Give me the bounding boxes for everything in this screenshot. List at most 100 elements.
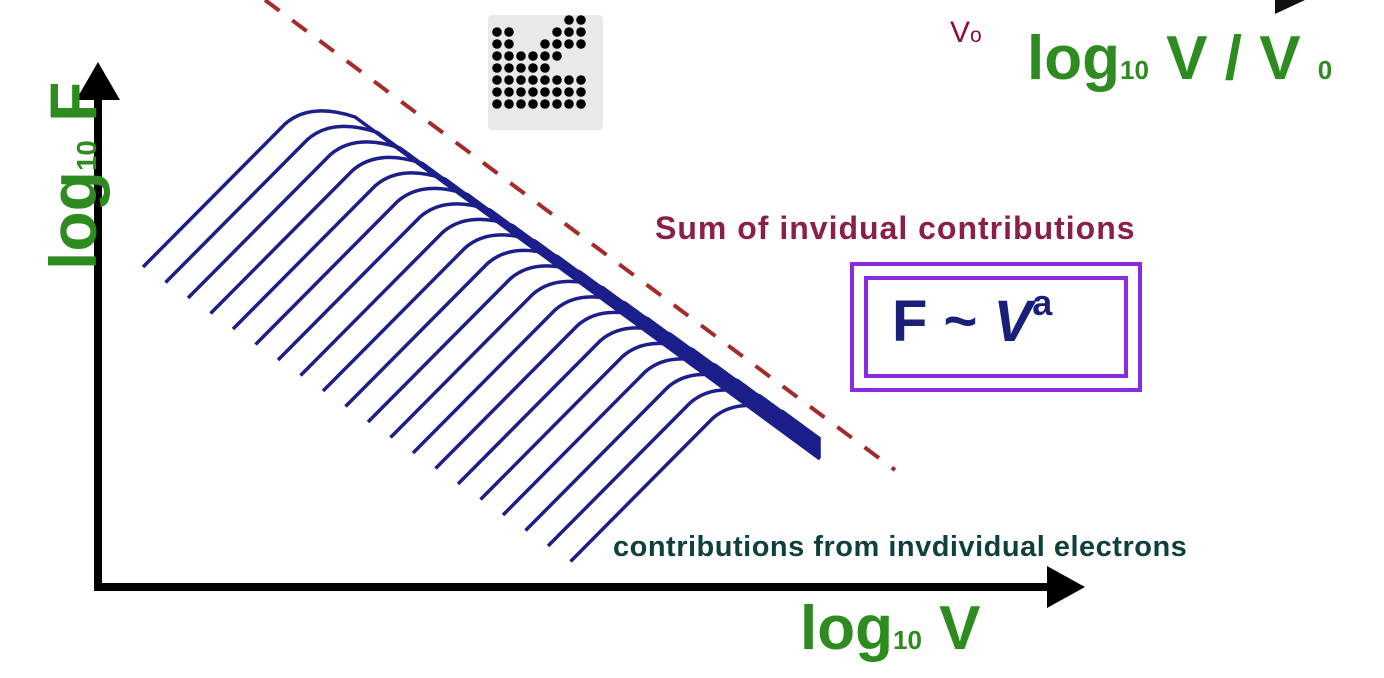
electron-curve — [299, 217, 822, 454]
y-axis-arrowhead — [76, 62, 120, 100]
normalized-label-sub: 10 — [1119, 55, 1149, 85]
dot-matrix-dot — [528, 63, 538, 73]
electron-curve — [344, 248, 822, 451]
formula-box-inner — [864, 276, 1128, 378]
dot-matrix-dot — [504, 75, 514, 85]
dot-matrix-dot — [528, 51, 538, 61]
dot-matrix-dot — [504, 87, 514, 97]
sum-dashed-line — [263, 0, 897, 472]
y-axis-label: log10 F — [36, 82, 110, 270]
normalized-label-var-sub: 0 — [1317, 55, 1333, 85]
dot-matrix-dot — [492, 51, 502, 61]
x-axis-label-sub: 10 — [892, 625, 922, 655]
formula-box: F ~ Va — [850, 262, 1142, 392]
dot-matrix-dot — [540, 51, 550, 61]
dot-matrix-dot — [564, 39, 574, 49]
electron-curve — [411, 295, 822, 455]
electron-curve — [321, 233, 822, 453]
dot-matrix-dot — [576, 99, 586, 109]
dot-matrix-dot — [516, 63, 526, 73]
dot-matrix-dot — [528, 99, 538, 109]
electron-curve — [276, 202, 822, 455]
electron-curve — [479, 341, 822, 501]
dot-matrix-dot — [552, 51, 562, 61]
normalized-label-log: log — [1027, 24, 1120, 93]
dot-matrix-dot — [540, 63, 550, 73]
electron-curve — [209, 155, 822, 458]
dot-matrix-dot — [528, 87, 538, 97]
dot-matrix-dot — [564, 99, 574, 109]
electron-curve — [389, 279, 822, 449]
normalized-axis-label: log10 V / V 0 — [1027, 28, 1332, 90]
dot-matrix-dot — [540, 99, 550, 109]
formula-lhs: F — [892, 289, 928, 354]
electron-curve — [569, 403, 822, 563]
electron-curve — [186, 140, 822, 459]
dot-matrix-dot — [540, 87, 550, 97]
electron-curve — [231, 171, 822, 457]
electron-curve — [456, 326, 822, 486]
dot-matrix-dot — [516, 99, 526, 109]
dot-matrix-dot — [552, 27, 562, 37]
dot-matrix-dot — [528, 75, 538, 85]
sum-contributions-label: Sum of invidual contributions — [655, 210, 1136, 246]
electron-curve — [524, 372, 822, 532]
electron-curve — [366, 264, 822, 450]
y-axis-label-sub: 10 — [71, 140, 102, 172]
individual-contributions-label: contributions from invdividual electrons — [613, 531, 1188, 563]
electron-curve — [546, 388, 822, 548]
electron-curve — [501, 357, 822, 517]
dot-matrix-dot — [552, 39, 562, 49]
dot-matrix-dot — [492, 75, 502, 85]
dot-matrix-dot — [552, 75, 562, 85]
dot-matrix-dot — [552, 87, 562, 97]
dot-matrix-dot — [576, 15, 586, 25]
dot-matrix-dot — [564, 15, 574, 25]
v0-small-label: Vo — [950, 18, 982, 48]
electron-curve — [164, 124, 822, 460]
formula-exponent: a — [1032, 282, 1053, 323]
electron-contribution-curves — [141, 109, 822, 563]
dot-matrix-dot — [492, 99, 502, 109]
dot-matrix-dot — [564, 27, 574, 37]
dot-matrix-dot — [504, 63, 514, 73]
dot-matrix-dot — [516, 87, 526, 97]
electron-curve — [254, 186, 822, 456]
dot-matrix-dot — [504, 27, 514, 37]
power-law-formula: F ~ Va — [892, 282, 1052, 355]
dot-matrix-dot — [492, 87, 502, 97]
y-axis-label-var: F — [36, 81, 110, 141]
dot-matrix-dot — [540, 39, 550, 49]
dot-matrix-dot — [564, 87, 574, 97]
dot-matrix-dot — [576, 39, 586, 49]
dot-matrix-dot — [516, 75, 526, 85]
dot-matrix-dot — [540, 75, 550, 85]
dot-matrix-dot — [492, 63, 502, 73]
normalized-label-var: V / V — [1148, 24, 1318, 93]
v0-small-sub: o — [970, 24, 982, 47]
dot-matrix-dot — [576, 27, 586, 37]
dot-matrix-dot — [552, 99, 562, 109]
dot-matrix-icon — [488, 15, 603, 130]
dot-matrix-dot — [564, 75, 574, 85]
dot-matrix-dot — [576, 87, 586, 97]
dot-matrix-dot — [576, 75, 586, 85]
x-axis-label-var: V — [921, 594, 981, 663]
dot-matrix-dot — [504, 39, 514, 49]
dot-matrix-dot — [492, 27, 502, 37]
arrow-icon — [1275, 0, 1305, 14]
v0-small-letter: V — [950, 16, 971, 49]
dot-matrix-dot — [516, 51, 526, 61]
y-axis-label-log: log — [36, 171, 110, 270]
x-axis-label-log: log — [800, 594, 893, 663]
x-axis-arrowhead — [1047, 566, 1085, 608]
dot-matrix-dot — [504, 51, 514, 61]
electron-curve — [141, 109, 822, 461]
dot-matrix-dot — [492, 39, 502, 49]
electron-curve — [434, 310, 822, 470]
formula-rhs: V — [993, 289, 1033, 354]
dot-matrix-dot — [504, 99, 514, 109]
formula-operator: ~ — [927, 289, 994, 354]
